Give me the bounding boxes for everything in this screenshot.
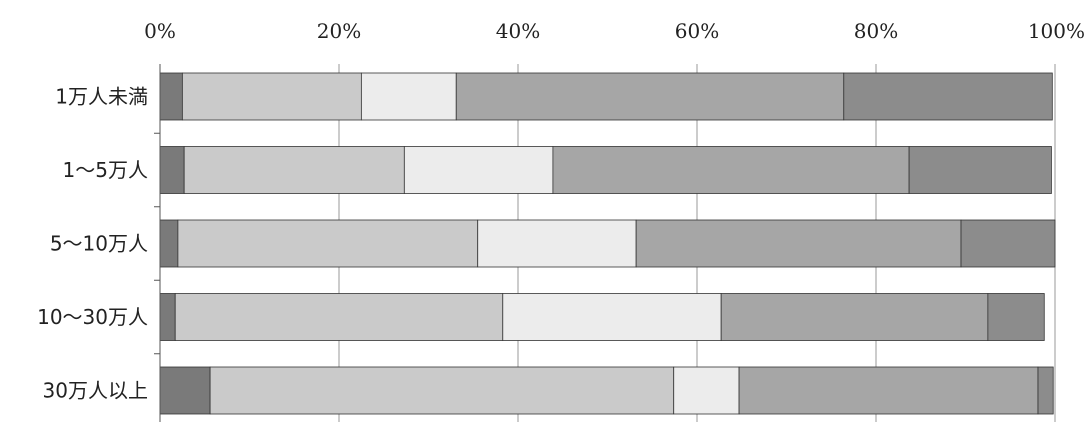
bar-segment [403,146,554,194]
bar-segment [738,366,1039,415]
axis [154,64,161,422]
category-labels: 1万人未満 1～5万人 5～10万人 10～30万人 30万人以上 [37,85,148,403]
bar-segment [843,72,1053,121]
bar-segment [177,219,479,268]
bar-segment [159,219,179,268]
bar-segment [209,366,675,415]
x-tick-label: 100% [1028,19,1085,43]
bar-segment [673,366,740,415]
bar-segment [360,72,457,121]
bar-segment [987,293,1045,341]
bar-segment [159,146,185,194]
category-label: 1～5万人 [63,158,148,182]
bar-segment [635,219,962,268]
bar-segment [181,72,362,121]
x-tick-label: 40% [496,19,540,43]
bar-segment [174,293,504,341]
bar-segment [159,72,183,121]
x-tick-label: 20% [317,19,361,43]
bar-segment [477,219,637,268]
bar-segment [1037,366,1054,415]
bars [159,72,1056,415]
bar-segment [720,293,989,341]
bar-segment [552,146,910,194]
category-label: 5～10万人 [50,232,148,256]
bar-segment [183,146,405,194]
x-tick-label: 0% [144,19,176,43]
bar-segment [455,72,845,121]
category-label: 10～30万人 [37,305,148,329]
x-tick-label: 60% [675,19,719,43]
bar-segment [159,366,211,415]
bar-segment [159,293,176,341]
x-tick-labels: 0% 20% 40% 60% 80% 100% [144,19,1085,43]
category-label: 1万人未満 [55,85,148,109]
x-tick-label: 80% [854,19,898,43]
bar-segment [908,146,1052,194]
bar-segment [960,219,1056,268]
bar-segment [502,293,722,341]
category-label: 30万人以上 [43,379,148,403]
